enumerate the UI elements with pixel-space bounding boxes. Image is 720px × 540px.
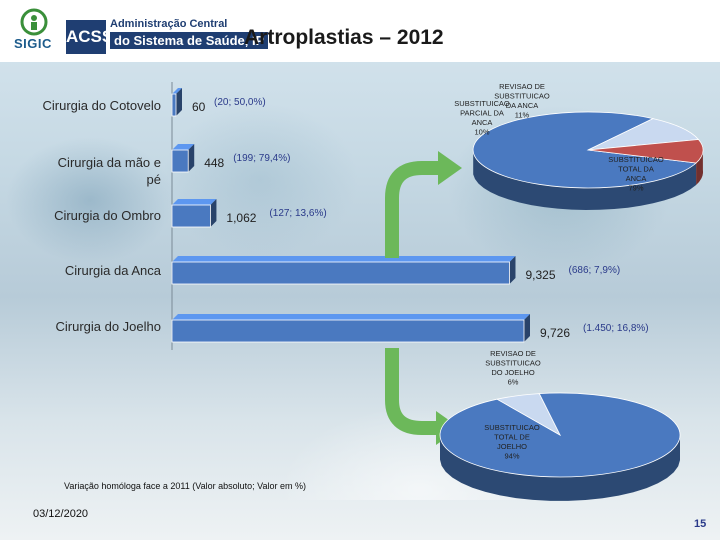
bar-side-face	[176, 88, 182, 116]
bar-value-label: 448	[204, 156, 224, 170]
footer-date: 03/12/2020	[33, 508, 89, 520]
pie-slice-1	[587, 118, 700, 151]
bar-variation-label: (199; 79,4%)	[233, 153, 290, 164]
header: SIGIC ACSS Administração Central do Sist…	[0, 0, 720, 62]
pie-slice-label: 94%	[504, 452, 519, 461]
pie-slice-label: REVISAO DE	[499, 82, 545, 91]
pie-slice-label: TOTAL DE	[494, 433, 530, 442]
page-number: 15	[694, 518, 707, 530]
category-label-mao-pe: Cirurgia da mão e pé	[57, 155, 161, 187]
pie-slice-label: ANCA	[472, 118, 493, 127]
bar-variation-label: (1.450; 16,8%)	[583, 323, 649, 334]
bar-4: 9,726 (1.450; 16,8%)	[171, 314, 649, 343]
arrow-group	[385, 151, 462, 445]
pie-slice-label: 6%	[508, 378, 519, 387]
pie-slice-label: JOELHO	[497, 442, 527, 451]
variation-footnote: Variação homóloga face a 2011 (Valor abs…	[64, 481, 306, 491]
pie-slice-0	[472, 111, 698, 189]
pie-slice-label: SUBSTITUICAO	[485, 359, 541, 368]
bar-front-face	[171, 261, 510, 285]
bar-side-face	[509, 256, 516, 284]
category-label-anca: Cirurgia da Anca	[64, 263, 161, 278]
pie-slice-label: DA ANCA	[506, 101, 539, 110]
bar-value-label: 1,062	[226, 211, 256, 225]
pie-slice-label: ANCA	[626, 174, 647, 183]
pie-slice-label: SUBSTITUICAO	[494, 92, 550, 101]
acss-name-line1: Administração Central	[110, 18, 228, 30]
bar-value-label: 9,726	[540, 326, 570, 340]
pie-slice-label: SUBSTITUICAO	[484, 423, 540, 432]
pie-slice-side-0	[473, 152, 697, 210]
sigic-logo-icon	[20, 8, 48, 36]
bar-1: 448 (199; 79,4%)	[171, 144, 290, 173]
bar-side-face	[524, 314, 530, 342]
pie-slice-2	[587, 139, 704, 164]
pie-slice-label: TOTAL DA	[618, 165, 654, 174]
bar-front-face	[171, 149, 189, 173]
pie-slice-label: PARCIAL DA	[460, 109, 504, 118]
pie-slice-label: 10%	[474, 128, 489, 137]
bar-top-face	[172, 199, 217, 205]
chart-title: Artroplastias – 2012	[244, 26, 444, 49]
pie-slice-label: REVISAO DE	[490, 349, 536, 358]
acss-name-line2: do Sistema de Saúde, IP	[110, 32, 269, 49]
pie-slice-label: 79%	[628, 184, 643, 193]
bar-side-face	[188, 144, 195, 172]
pie-slice-label: SUBSTITUICAO	[454, 99, 510, 108]
arrow-anca-head	[438, 151, 462, 185]
bar-3: 9,325 (686; 7,9%)	[171, 256, 620, 285]
bar-variation-label: (686; 7,9%)	[568, 265, 620, 276]
bar-2: 1,062 (127; 13,6%)	[171, 199, 327, 228]
category-label-ombro: Cirurgia do Ombro	[54, 208, 161, 223]
bar-group: 60 (20; 50,0%) 448 (199; 79,4%) 1,062 (127; 1…	[171, 88, 649, 343]
bar-value-label: 60	[192, 100, 206, 114]
arrow-joelho-shaft	[385, 348, 438, 435]
arrow-anca-shaft	[385, 161, 440, 258]
bar-front-face	[171, 319, 525, 343]
bar-top-face	[172, 256, 516, 262]
pie-slice-side-0	[440, 435, 680, 501]
category-label-cotovelo: Cirurgia do Cotovelo	[42, 98, 161, 113]
pie-slice-label: 11%	[515, 111, 530, 120]
bar-side-face	[210, 199, 217, 227]
bar-0: 60 (20; 50,0%)	[171, 88, 266, 117]
pie-slice-label: SUBSTITUICAO	[608, 155, 664, 164]
bar-front-face	[171, 93, 177, 117]
pie-slice-label: DO JOELHO	[491, 368, 535, 377]
bar-top-face	[172, 314, 530, 320]
bar-variation-label: (20; 50,0%)	[214, 97, 266, 108]
bar-value-label: 9,325	[525, 268, 555, 282]
bar-variation-label: (127; 13,6%)	[269, 208, 326, 219]
pie-slice-1	[495, 393, 561, 437]
bar-front-face	[171, 204, 211, 228]
acss-logo: ACSS	[66, 20, 113, 54]
category-label-joelho: Cirurgia do Joelho	[55, 319, 161, 334]
sigic-logo-text: SIGIC	[14, 36, 52, 51]
bar-top-face	[172, 88, 182, 94]
bar-top-face	[172, 144, 195, 150]
